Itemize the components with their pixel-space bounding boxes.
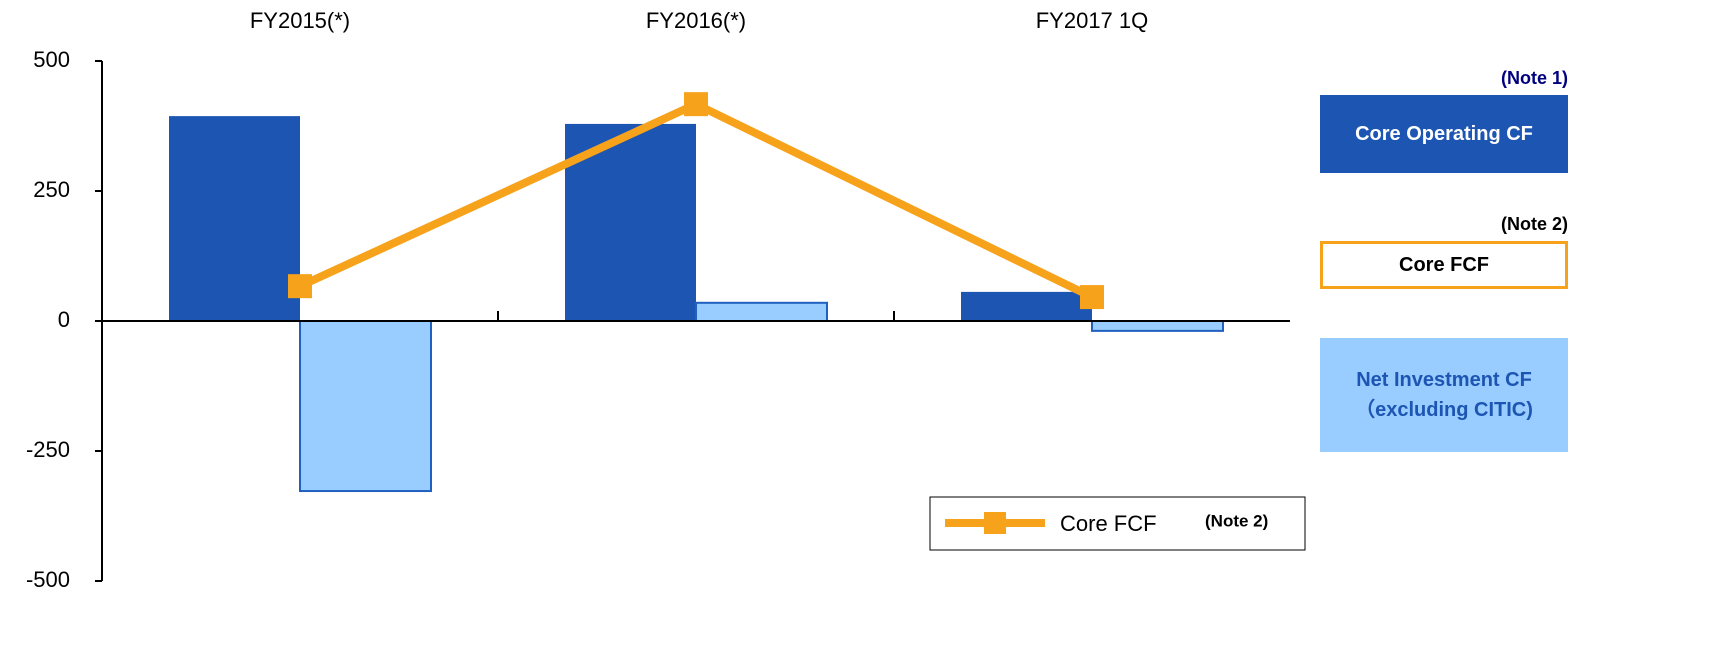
legend-label: Core Operating CF bbox=[1320, 95, 1568, 173]
bar bbox=[169, 116, 300, 322]
legend-note: (Note 2) bbox=[1205, 511, 1268, 530]
legend-label: Core FCF bbox=[1320, 241, 1568, 289]
legend-note: (Note 2) bbox=[1501, 214, 1568, 234]
bar bbox=[299, 320, 432, 493]
legend-label: Net Investment CF（excluding CITIC) bbox=[1320, 338, 1568, 452]
legend-entry: Net Investment CF（excluding CITIC) bbox=[1320, 338, 1568, 452]
y-tick-label: 0 bbox=[58, 307, 70, 332]
legend-note: (Note 1) bbox=[1501, 68, 1568, 88]
line-marker bbox=[288, 274, 312, 299]
x-category-label: FY2015(*) bbox=[250, 8, 350, 33]
bar bbox=[961, 291, 1092, 321]
legend-marker bbox=[984, 512, 1006, 534]
legend-entry: (Note 1) Core Operating CF bbox=[1320, 68, 1568, 173]
y-tick-label: -500 bbox=[26, 567, 70, 592]
line-marker bbox=[684, 92, 708, 117]
y-tick-label: 500 bbox=[33, 47, 70, 72]
y-tick-label: 250 bbox=[33, 177, 70, 202]
line-marker bbox=[1080, 285, 1104, 310]
y-tick-label: -250 bbox=[26, 437, 70, 462]
bar bbox=[1091, 320, 1224, 332]
legend-entry: (Note 2) Core FCF bbox=[1320, 214, 1568, 289]
legend-label: Core FCF bbox=[1060, 511, 1157, 536]
x-category-label: FY2016(*) bbox=[646, 8, 746, 33]
x-category-label: FY2017 1Q bbox=[1036, 8, 1149, 33]
bar bbox=[695, 301, 828, 322]
